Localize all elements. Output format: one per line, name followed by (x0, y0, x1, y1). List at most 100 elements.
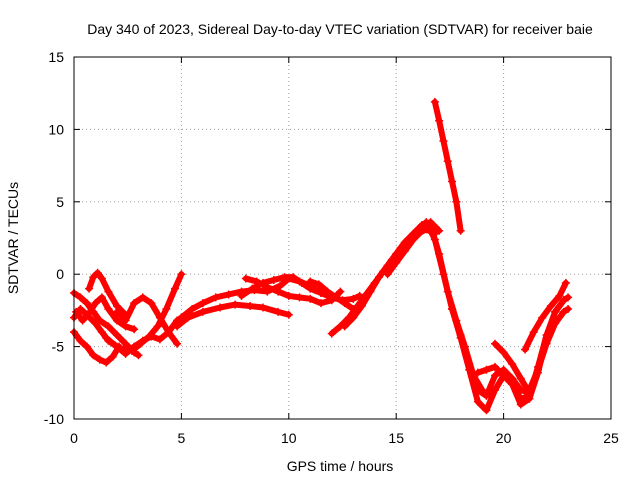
data-point (130, 299, 139, 308)
x-tick-label: 5 (178, 430, 186, 446)
data-point (89, 351, 98, 360)
data-point (430, 235, 439, 244)
y-tick-label: 15 (48, 49, 64, 65)
data-point (173, 339, 182, 348)
data-point (456, 226, 465, 235)
data-point (173, 322, 182, 331)
y-tick-label: 5 (56, 194, 64, 210)
data-point (198, 307, 207, 316)
data-series-trace-22 (430, 97, 465, 235)
data-point (465, 359, 474, 368)
data-point (259, 303, 268, 312)
data-point (456, 331, 465, 340)
data-point (551, 319, 560, 328)
data-point (237, 291, 246, 300)
data-point (95, 316, 104, 325)
data-point (482, 406, 491, 415)
data-point (452, 197, 461, 206)
data-point (76, 293, 85, 302)
x-tick-label: 0 (70, 430, 78, 446)
data-point (170, 284, 179, 293)
data-point (439, 136, 448, 145)
data-point (241, 274, 250, 283)
data-point (289, 273, 298, 282)
data-point (349, 313, 358, 322)
data-series-trace-13 (327, 225, 439, 338)
data-point (357, 302, 366, 311)
data-series-trace-14 (340, 218, 444, 331)
data-point (112, 307, 121, 316)
data-point (155, 313, 164, 322)
data-point (491, 371, 500, 380)
data-point (306, 294, 315, 303)
data-point (76, 304, 85, 313)
y-axis-label: SDTVAR / TECUs (5, 182, 21, 294)
data-point (306, 284, 315, 293)
data-point (409, 235, 418, 244)
data-point (127, 346, 136, 355)
data-series-trace-8 (173, 300, 293, 331)
data-point (108, 352, 117, 361)
data-point (340, 322, 349, 331)
data-series-trace-6 (102, 270, 186, 355)
data-point (400, 247, 409, 256)
data-point (145, 332, 154, 341)
series-trace (307, 278, 357, 312)
data-point (72, 307, 81, 316)
data-point (147, 299, 156, 308)
data-point (134, 351, 143, 360)
data-point (110, 341, 119, 350)
axis-ticks: 0 5 10 15 20 25 -10 -5 0 5 10 15 (44, 49, 619, 446)
data-point (473, 368, 482, 377)
data-point (546, 302, 555, 311)
data-series-trace-4 (72, 293, 139, 334)
data-point (340, 299, 349, 308)
data-point (231, 300, 240, 309)
y-tick-label: 0 (56, 266, 64, 282)
data-point (216, 303, 225, 312)
chart-title: Day 340 of 2023, Sidereal Day-to-day VTE… (87, 21, 593, 37)
y-tick-label: -5 (52, 339, 65, 355)
data-point (473, 386, 482, 395)
data-point (499, 348, 508, 357)
data-point (85, 284, 94, 293)
data-point (246, 302, 255, 311)
data-point (269, 275, 278, 284)
data-point (93, 268, 102, 277)
data-point (435, 226, 444, 235)
x-tick-label: 10 (281, 430, 297, 446)
data-point (276, 281, 285, 290)
x-axis-label: GPS time / hours (287, 458, 394, 474)
data-point (366, 287, 375, 296)
data-point (375, 273, 384, 282)
data-series-trace-11 (241, 274, 345, 308)
data-series-trace-17 (448, 304, 534, 400)
data-point (224, 290, 233, 299)
data-point (317, 299, 326, 308)
plot-frame (73, 56, 612, 420)
data-point (97, 274, 106, 283)
series-trace (71, 329, 123, 366)
data-point (383, 270, 392, 279)
grid-lines (74, 57, 611, 419)
data-point (533, 365, 542, 374)
data-point (136, 339, 145, 348)
data-point (508, 380, 517, 389)
data-point (164, 328, 173, 337)
data-series-trace-3 (70, 328, 124, 367)
data-point (153, 322, 162, 331)
data-point (439, 270, 448, 279)
data-point (91, 319, 100, 328)
data-point (104, 304, 113, 313)
x-tick-label: 15 (388, 430, 404, 446)
data-point (121, 316, 130, 325)
data-point (177, 270, 186, 279)
data-series-trace-7 (112, 293, 182, 348)
data-point (336, 287, 345, 296)
data-point (82, 299, 91, 308)
data-point (538, 313, 547, 322)
data-series (70, 97, 573, 415)
series-trace (113, 294, 181, 347)
y-tick-label: -10 (44, 411, 64, 427)
